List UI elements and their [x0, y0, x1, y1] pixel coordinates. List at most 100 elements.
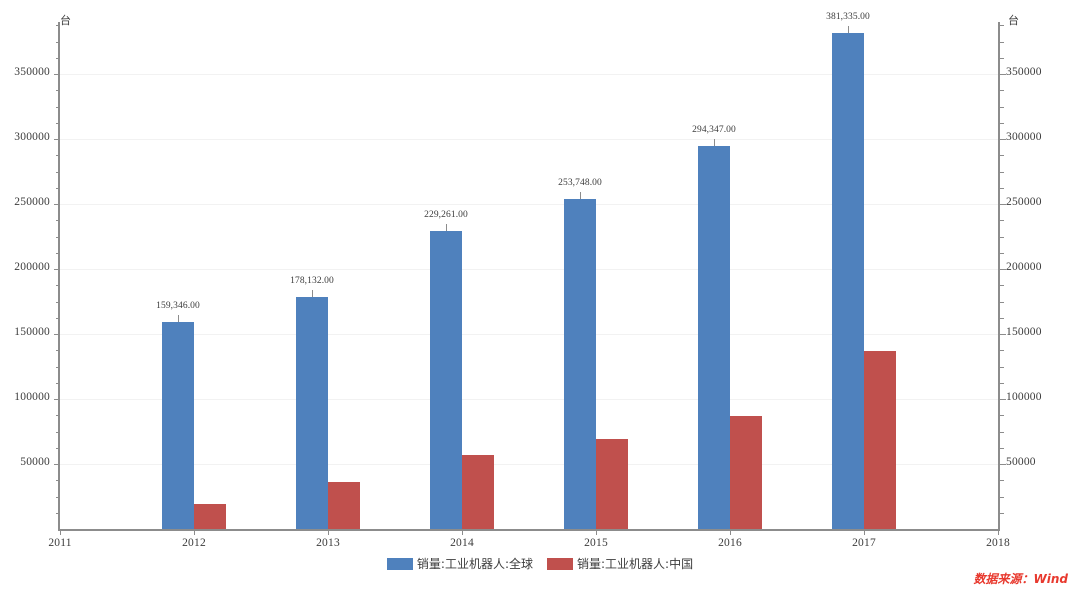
legend-label: 销量:工业机器人:中国: [577, 557, 694, 571]
data-label: 381,335.00: [826, 12, 870, 23]
y-tick-label: 300000: [14, 131, 50, 143]
y-tick-label: 300000: [1006, 131, 1042, 143]
x-tick: [730, 529, 731, 535]
y-tick-major: [54, 139, 60, 140]
y-axis-unit-right: 台: [1008, 14, 1019, 27]
gridline: [60, 334, 998, 335]
data-label-stem: [714, 139, 715, 147]
bar-销量-工业机器人-中国-2012[interactable]: [194, 504, 226, 529]
bar-销量-工业机器人-中国-2015[interactable]: [596, 439, 628, 529]
data-label-stem: [848, 26, 849, 34]
y-tick-minor: [1000, 57, 1004, 59]
gridline: [60, 204, 998, 205]
y-tick-label: 50000: [1006, 456, 1036, 468]
gridline: [60, 74, 998, 75]
y-tick-major: [1000, 74, 1006, 75]
y-tick-minor: [1000, 350, 1004, 352]
y-tick-minor: [1000, 480, 1004, 482]
legend-item[interactable]: 销量:工业机器人:全球: [386, 555, 533, 572]
y-tick-minor: [1000, 90, 1004, 92]
y-tick-label: 100000: [14, 391, 50, 403]
bar-销量-工业机器人-全球-2016[interactable]: [698, 146, 730, 529]
y-tick-major: [54, 204, 60, 205]
y-tick-minor: [1000, 122, 1004, 124]
x-tick-label: 2012: [182, 537, 206, 549]
x-tick-label: 2014: [450, 537, 474, 549]
bar-销量-工业机器人-全球-2013[interactable]: [296, 297, 328, 529]
x-tick-label: 2016: [718, 537, 742, 549]
y-tick-minor: [1000, 25, 1004, 27]
y-tick-minor: [1000, 171, 1004, 173]
y-tick-label: 250000: [14, 196, 50, 208]
y-tick-minor: [1000, 415, 1004, 417]
y-axis-left: [58, 22, 60, 531]
data-label-stem: [312, 290, 313, 298]
y-tick-minor: [1000, 366, 1004, 368]
y-tick-minor: [1000, 301, 1004, 303]
y-tick-minor: [1000, 431, 1004, 433]
chart-legend: 销量:工业机器人:全球 销量:工业机器人:中国: [0, 555, 1080, 572]
x-tick: [328, 529, 329, 535]
x-tick: [864, 529, 865, 535]
y-tick-label: 200000: [14, 261, 50, 273]
x-tick: [60, 529, 61, 535]
bar-销量-工业机器人-全球-2015[interactable]: [564, 199, 596, 529]
x-axis: [58, 529, 1000, 531]
x-tick: [998, 529, 999, 535]
y-tick-major: [54, 334, 60, 335]
y-tick-minor: [1000, 496, 1004, 498]
y-tick-label: 150000: [14, 326, 50, 338]
data-label: 294,347.00: [692, 125, 736, 136]
data-label-stem: [446, 223, 447, 231]
y-tick-major: [54, 269, 60, 270]
x-tick-label: 2013: [316, 537, 340, 549]
bar-销量-工业机器人-全球-2012[interactable]: [162, 321, 194, 529]
data-label: 178,132.00: [290, 276, 334, 287]
gridline: [60, 464, 998, 465]
x-tick: [462, 529, 463, 535]
x-tick-label: 2015: [584, 537, 608, 549]
y-tick-minor: [1000, 382, 1004, 384]
bar-销量-工业机器人-全球-2017[interactable]: [832, 33, 864, 529]
y-tick-major: [1000, 464, 1006, 465]
data-label-stem: [580, 192, 581, 200]
x-tick-label: 2011: [48, 537, 72, 549]
y-tick-major: [54, 74, 60, 75]
y-tick-minor: [1000, 317, 1004, 319]
x-tick-label: 2017: [852, 537, 876, 549]
legend-swatch-icon: [547, 557, 573, 570]
source-note: 数据来源：Wind: [973, 572, 1068, 586]
y-tick-minor: [1000, 252, 1004, 254]
y-tick-label: 350000: [1006, 66, 1042, 78]
legend-swatch-icon: [386, 557, 413, 570]
y-tick-label: 350000: [14, 66, 50, 78]
gridline: [60, 269, 998, 270]
y-tick-major: [1000, 269, 1006, 270]
y-tick-minor: [1000, 220, 1004, 222]
y-axis-right: [998, 22, 1000, 531]
y-tick-minor: [1000, 41, 1004, 43]
y-tick-minor: [1000, 447, 1004, 449]
y-tick-major: [1000, 334, 1006, 335]
bar-销量-工业机器人-中国-2013[interactable]: [328, 482, 360, 529]
data-label: 229,261.00: [424, 209, 468, 220]
bar-销量-工业机器人-中国-2014[interactable]: [462, 454, 494, 529]
y-tick-label: 100000: [1006, 391, 1042, 403]
y-tick-major: [54, 399, 60, 400]
y-tick-minor: [1000, 236, 1004, 238]
data-label-stem: [178, 314, 179, 322]
data-label: 253,748.00: [558, 178, 602, 189]
legend-item[interactable]: 销量:工业机器人:中国: [547, 555, 693, 572]
y-tick-minor: [1000, 512, 1004, 514]
y-tick-label: 250000: [1006, 196, 1042, 208]
x-tick: [596, 529, 597, 535]
x-tick: [194, 529, 195, 535]
y-tick-major: [1000, 139, 1006, 140]
y-tick-minor: [1000, 106, 1004, 108]
bar-销量-工业机器人-中国-2017[interactable]: [864, 350, 896, 529]
y-tick-major: [1000, 204, 1006, 205]
x-tick-label: 2018: [986, 537, 1010, 549]
bar-销量-工业机器人-中国-2016[interactable]: [730, 415, 762, 529]
bar-销量-工业机器人-全球-2014[interactable]: [430, 230, 462, 529]
